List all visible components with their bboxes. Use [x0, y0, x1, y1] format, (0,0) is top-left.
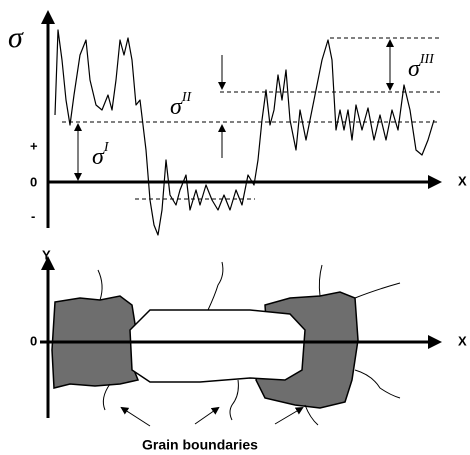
top-axes: [48, 14, 438, 228]
sigma-1: σI: [92, 140, 110, 169]
sigma-3-sup: III: [419, 52, 435, 67]
stress-curve: [55, 30, 434, 235]
x-axis-label: X: [458, 333, 467, 348]
zero-label: 0: [30, 174, 37, 189]
y-axis-label: Y: [42, 247, 51, 262]
pointer-arrows: [122, 408, 302, 426]
measure-arrows: [78, 41, 390, 179]
caption: Grain boundaries: [142, 437, 258, 453]
sigma-3: σIII: [408, 52, 435, 81]
zero-label: 0: [30, 333, 37, 348]
sigma-2: σII: [170, 90, 193, 119]
plus-label: +: [30, 138, 38, 153]
x-axis-label: X: [458, 173, 467, 188]
sigma-2-sup: II: [181, 90, 193, 105]
diagram: σ + 0 - X σI σII σIII Y 0 X Grain bounda…: [0, 0, 470, 455]
minus-label: -: [31, 208, 35, 223]
grain-middle: [130, 310, 305, 382]
dashed-levels: [62, 38, 440, 199]
sigma-1-sup: I: [103, 140, 110, 155]
sigma-axis-label: σ: [8, 21, 24, 54]
